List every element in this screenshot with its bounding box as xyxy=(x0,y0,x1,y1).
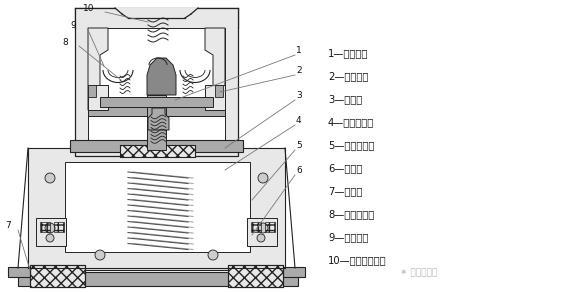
Bar xyxy=(65,162,250,252)
Text: 10: 10 xyxy=(83,4,95,13)
Circle shape xyxy=(46,234,54,242)
Bar xyxy=(40,222,50,232)
Bar xyxy=(120,145,195,157)
Circle shape xyxy=(258,223,268,233)
Bar xyxy=(147,95,166,150)
Text: 6: 6 xyxy=(296,166,302,175)
Text: 3: 3 xyxy=(296,91,302,100)
Bar xyxy=(228,265,283,287)
Bar xyxy=(251,222,261,232)
Circle shape xyxy=(45,223,55,233)
Bar xyxy=(88,28,225,146)
Bar xyxy=(228,265,283,287)
Bar xyxy=(28,148,285,270)
Bar xyxy=(205,85,225,110)
Bar xyxy=(88,106,225,116)
Circle shape xyxy=(45,173,55,183)
Text: 5: 5 xyxy=(296,141,302,150)
Polygon shape xyxy=(147,58,176,95)
Circle shape xyxy=(95,250,105,260)
Text: 8—触头弹簧；: 8—触头弹簧； xyxy=(328,209,374,219)
Bar xyxy=(70,140,243,152)
Text: 4—缓冲弹簧；: 4—缓冲弹簧； xyxy=(328,117,374,127)
Text: 7: 7 xyxy=(5,221,11,230)
Text: 9—灬弧罩；: 9—灬弧罩； xyxy=(328,232,368,242)
Text: 2—静触点；: 2—静触点； xyxy=(328,71,368,81)
Text: 1: 1 xyxy=(296,46,302,55)
Bar xyxy=(54,222,64,232)
Text: ✶ 工控云学堂: ✶ 工控云学堂 xyxy=(400,268,437,277)
Bar xyxy=(283,267,305,277)
Text: 5—电磁线圈；: 5—电磁线圈； xyxy=(328,140,375,150)
Bar xyxy=(100,97,213,107)
Bar xyxy=(30,265,85,287)
Bar xyxy=(18,272,298,286)
Bar xyxy=(120,145,195,157)
Polygon shape xyxy=(88,28,108,110)
Text: 2: 2 xyxy=(296,66,302,75)
Text: 10—触头压力弹簧: 10—触头压力弹簧 xyxy=(328,255,387,265)
Polygon shape xyxy=(148,108,169,130)
Circle shape xyxy=(257,234,265,242)
Bar xyxy=(30,265,85,287)
Text: 9: 9 xyxy=(70,21,76,30)
Circle shape xyxy=(258,173,268,183)
Bar xyxy=(75,8,238,156)
Text: 8: 8 xyxy=(62,38,68,47)
Circle shape xyxy=(208,250,218,260)
Bar xyxy=(36,218,66,246)
Text: 1—动触桥；: 1—动触桥； xyxy=(328,48,368,58)
Bar xyxy=(215,85,223,97)
Bar xyxy=(247,218,277,246)
Text: 7—垫鉒；: 7—垫鉒； xyxy=(328,186,362,196)
Bar xyxy=(75,8,238,28)
Bar xyxy=(88,85,96,97)
Text: 3—衭铁；: 3—衭铁； xyxy=(328,94,362,104)
Text: 6—铁心；: 6—铁心； xyxy=(328,163,362,173)
Bar xyxy=(8,267,30,277)
Bar xyxy=(88,85,108,110)
Bar xyxy=(265,222,275,232)
Polygon shape xyxy=(205,28,225,110)
Text: 4: 4 xyxy=(296,116,302,125)
